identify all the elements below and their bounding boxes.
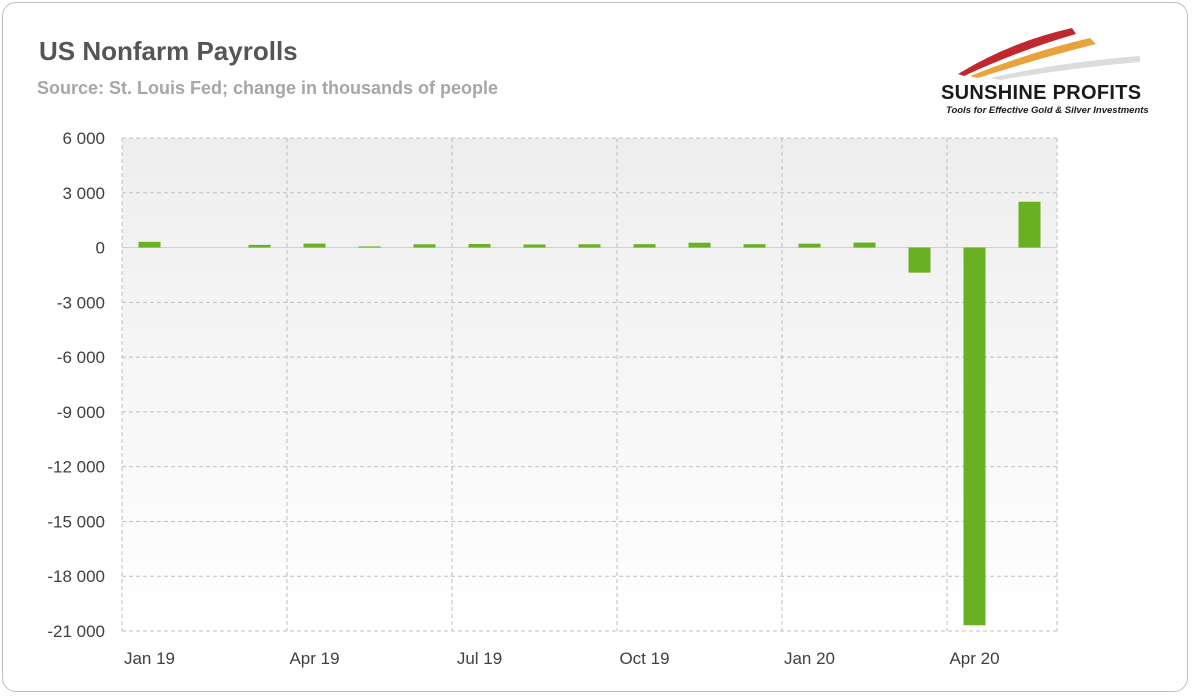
bar bbox=[248, 244, 271, 248]
bar bbox=[1018, 201, 1041, 248]
logo-tagline: Tools for Effective Gold & Silver Invest… bbox=[946, 105, 1149, 116]
bar bbox=[743, 244, 766, 248]
y-tick-label: -18 000 bbox=[47, 567, 105, 586]
y-tick-label: -6 000 bbox=[57, 348, 105, 367]
logo-swoosh-icon bbox=[958, 28, 1140, 80]
bar bbox=[908, 247, 931, 273]
bar bbox=[523, 244, 546, 248]
bar bbox=[358, 246, 381, 248]
bar bbox=[413, 244, 436, 248]
y-tick-label: -3 000 bbox=[57, 293, 105, 312]
x-tick-label: Jan 20 bbox=[784, 649, 835, 668]
logo-name: SUNSHINE PROFITS bbox=[941, 82, 1142, 104]
bar bbox=[853, 242, 876, 248]
bar bbox=[303, 243, 326, 248]
bar bbox=[138, 241, 161, 248]
plot-area bbox=[122, 138, 1057, 631]
y-tick-label: -15 000 bbox=[47, 512, 105, 531]
x-axis-ticks: Jan 19 Apr 19 Jul 19 Oct 19 Jan 20 Apr 20 bbox=[124, 649, 1000, 668]
bar bbox=[963, 247, 986, 626]
bar bbox=[688, 242, 711, 248]
bar bbox=[468, 244, 491, 248]
bar bbox=[798, 243, 821, 248]
x-tick-label: Jan 19 bbox=[124, 649, 175, 668]
y-tick-label: -21 000 bbox=[47, 622, 105, 641]
bars bbox=[138, 201, 1041, 626]
chart-title: US Nonfarm Payrolls bbox=[39, 36, 298, 66]
y-tick-label: 6 000 bbox=[62, 129, 105, 148]
grid-lines bbox=[121, 137, 1058, 632]
bar bbox=[633, 244, 656, 248]
y-axis-ticks: 6 000 3 000 0 -3 000 -6 000 -9 000 -12 000 -15 … bbox=[47, 129, 105, 641]
x-tick-label: Jul 19 bbox=[457, 649, 502, 668]
y-tick-label: 0 bbox=[96, 239, 105, 258]
x-tick-label: Apr 19 bbox=[289, 649, 339, 668]
x-tick-label: Apr 20 bbox=[949, 649, 999, 668]
sunshine-profits-logo: SUNSHINE PROFITS Tools for Effective Gol… bbox=[930, 22, 1180, 117]
chart-subtitle: Source: St. Louis Fed; change in thousan… bbox=[37, 78, 499, 98]
bar bbox=[578, 244, 601, 248]
y-tick-label: -9 000 bbox=[57, 403, 105, 422]
x-tick-label: Oct 19 bbox=[619, 649, 669, 668]
y-tick-label: -12 000 bbox=[47, 458, 105, 477]
y-tick-label: 3 000 bbox=[62, 184, 105, 203]
